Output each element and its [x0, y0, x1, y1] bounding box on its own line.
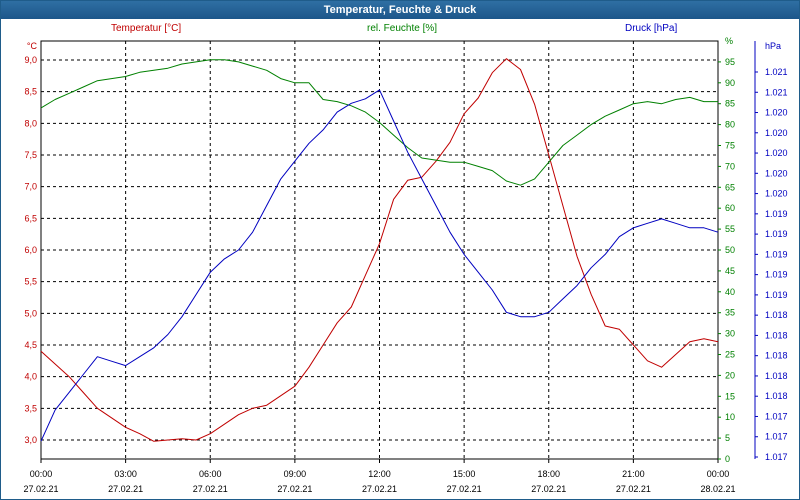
- x-tick-label-date: 27.02.21: [531, 484, 566, 494]
- humidity-tick-label: 25: [725, 350, 735, 360]
- pressure-tick-label: 1.021: [765, 87, 788, 97]
- temperature-tick-label: 6,0: [24, 245, 37, 255]
- x-tick-label-date: 27.02.21: [23, 484, 58, 494]
- pressure-tick-label: 1.020: [765, 189, 788, 199]
- x-tick-label-date: 27.02.21: [193, 484, 228, 494]
- pressure-tick-label: 1.017: [765, 452, 788, 462]
- humidity-tick-label: 40: [725, 287, 735, 297]
- pressure-tick-label: 1.019: [765, 290, 788, 300]
- x-tick-label-time: 15:00: [453, 469, 476, 479]
- humidity-tick-label: 50: [725, 245, 735, 255]
- pressure-tick-label: 1.020: [765, 108, 788, 118]
- humidity-unit-label: %: [725, 36, 733, 46]
- humidity-tick-label: 30: [725, 329, 735, 339]
- pressure-tick-label: 1.021: [765, 67, 788, 77]
- pressure-tick-label: 1.019: [765, 209, 788, 219]
- pressure-unit-label: hPa: [765, 41, 781, 51]
- pressure-tick-label: 1.020: [765, 128, 788, 138]
- x-tick-label-date: 27.02.21: [362, 484, 397, 494]
- humidity-tick-label: 35: [725, 308, 735, 318]
- x-tick-label-time: 03:00: [114, 469, 137, 479]
- x-tick-label-time: 12:00: [368, 469, 391, 479]
- humidity-tick-label: 80: [725, 120, 735, 130]
- x-tick-label-time: 21:00: [622, 469, 645, 479]
- humidity-tick-label: 5: [725, 433, 730, 443]
- x-tick-label-date: 27.02.21: [108, 484, 143, 494]
- temperature-tick-label: 8,5: [24, 87, 37, 97]
- temperature-tick-label: 4,0: [24, 372, 37, 382]
- temperature-unit-label: °C: [27, 41, 38, 51]
- humidity-tick-label: 90: [725, 78, 735, 88]
- x-tick-label-time: 00:00: [707, 469, 730, 479]
- temperature-tick-label: 3,5: [24, 403, 37, 413]
- humidity-tick-label: 20: [725, 370, 735, 380]
- humidity-line: [40, 59, 718, 186]
- humidity-tick-label: 55: [725, 224, 735, 234]
- pressure-tick-label: 1.020: [765, 168, 788, 178]
- humidity-tick-label: 15: [725, 391, 735, 401]
- x-tick-label-date: 28.02.21: [700, 484, 735, 494]
- x-tick-label-time: 18:00: [537, 469, 560, 479]
- x-tick-label-date: 27.02.21: [447, 484, 482, 494]
- humidity-tick-label: 70: [725, 161, 735, 171]
- humidity-tick-label: 60: [725, 203, 735, 213]
- pressure-tick-label: 1.018: [765, 371, 788, 381]
- pressure-tick-label: 1.018: [765, 351, 788, 361]
- x-tick-label-time: 09:00: [284, 469, 307, 479]
- x-tick-label-date: 27.02.21: [277, 484, 312, 494]
- temperature-line: [40, 58, 719, 442]
- humidity-tick-label: 95: [725, 57, 735, 67]
- x-tick-label-time: 00:00: [30, 469, 53, 479]
- humidity-tick-label: 85: [725, 99, 735, 109]
- x-tick-label-time: 06:00: [199, 469, 222, 479]
- pressure-tick-label: 1.019: [765, 229, 788, 239]
- temperature-tick-label: 4,5: [24, 340, 37, 350]
- temperature-tick-label: 3,0: [24, 435, 37, 445]
- humidity-tick-label: 75: [725, 141, 735, 151]
- window-title: Temperatur, Feuchte & Druck: [1, 1, 799, 19]
- pressure-tick-label: 1.019: [765, 270, 788, 280]
- temperature-tick-label: 5,0: [24, 308, 37, 318]
- humidity-tick-label: 0: [725, 454, 730, 464]
- pressure-tick-label: 1.017: [765, 411, 788, 421]
- pressure-tick-label: 1.020: [765, 148, 788, 158]
- pressure-tick-label: 1.018: [765, 310, 788, 320]
- humidity-tick-label: 10: [725, 412, 735, 422]
- humidity-series-label: rel. Feuchte [%]: [367, 23, 438, 34]
- humidity-tick-label: 65: [725, 182, 735, 192]
- temperature-series-label: Temperatur [°C]: [111, 23, 182, 34]
- temperature-tick-label: 8,0: [24, 118, 37, 128]
- temperature-tick-label: 5,5: [24, 277, 37, 287]
- humidity-tick-label: 45: [725, 266, 735, 276]
- temperature-tick-label: 7,5: [24, 150, 37, 160]
- pressure-tick-label: 1.019: [765, 249, 788, 259]
- temperature-tick-label: 6,5: [24, 213, 37, 223]
- pressure-series-label: Druck [hPa]: [625, 23, 678, 34]
- temperature-tick-label: 9,0: [24, 55, 37, 65]
- pressure-tick-label: 1.018: [765, 330, 788, 340]
- x-tick-label-date: 27.02.21: [616, 484, 651, 494]
- temperature-tick-label: 7,0: [24, 182, 37, 192]
- pressure-line: [40, 89, 719, 442]
- pressure-tick-label: 1.017: [765, 432, 788, 442]
- pressure-tick-label: 1.018: [765, 391, 788, 401]
